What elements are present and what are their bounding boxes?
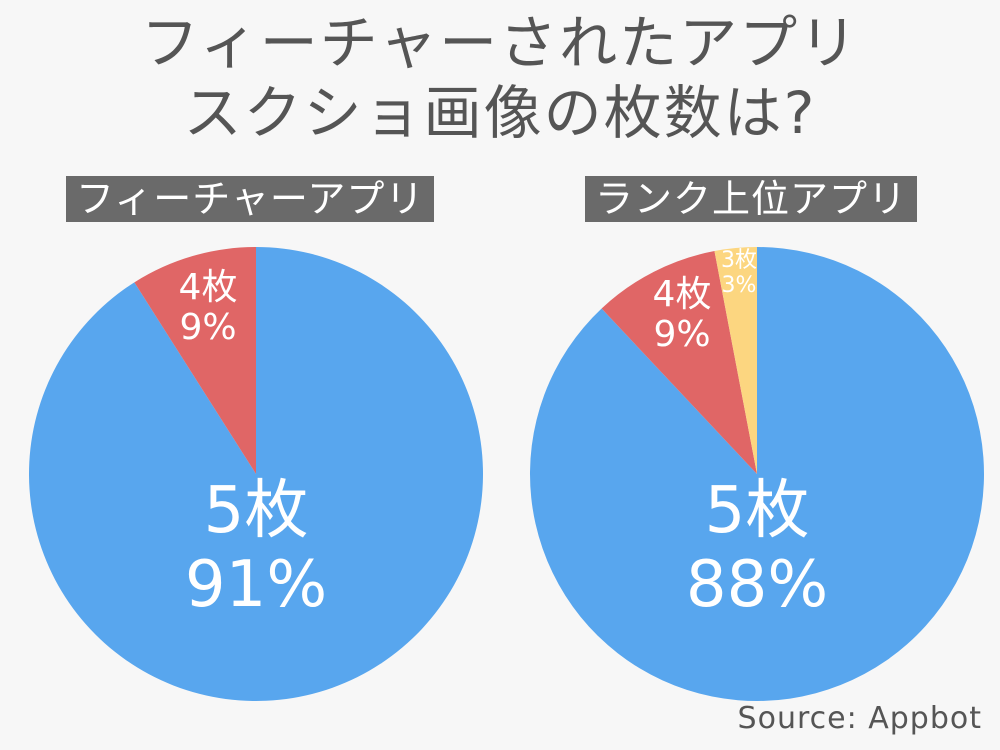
chart-title: フィーチャーされたアプリ スクショ画像の枚数は? [0,8,1000,148]
left-pie-title: フィーチャーアプリ [66,176,435,222]
right-pie-slice-0-percent: 88% [686,548,828,622]
right-pie-slice-1-name: 4枚 [653,274,712,315]
left-pie-slice-0-percent: 91% [185,548,327,622]
chart-title-line-1: フィーチャーされたアプリ [140,9,860,77]
right-pie-slice-2-name: 3枚 [721,248,757,273]
left-pie-slice-1-name: 4枚 [179,267,238,308]
left-pie-slice-1 [134,247,256,474]
right-pie-slice-1-percent: 9% [653,314,710,355]
left-pie-slice-0-name: 5枚 [204,474,309,548]
source-note: Source: Appbot [737,701,982,736]
left-pie-slice-1-percent: 9% [179,307,236,348]
right-pie-slice-2 [714,247,757,474]
right-pie-title: ランク上位アプリ [585,176,918,222]
chart-title-line-2: スクショ画像の枚数は? [183,79,817,147]
right-pie-slice-2-percent: 3% [722,273,757,298]
right-pie-slice-0-name: 5枚 [705,474,810,548]
right-pie-slice-1 [601,251,757,474]
